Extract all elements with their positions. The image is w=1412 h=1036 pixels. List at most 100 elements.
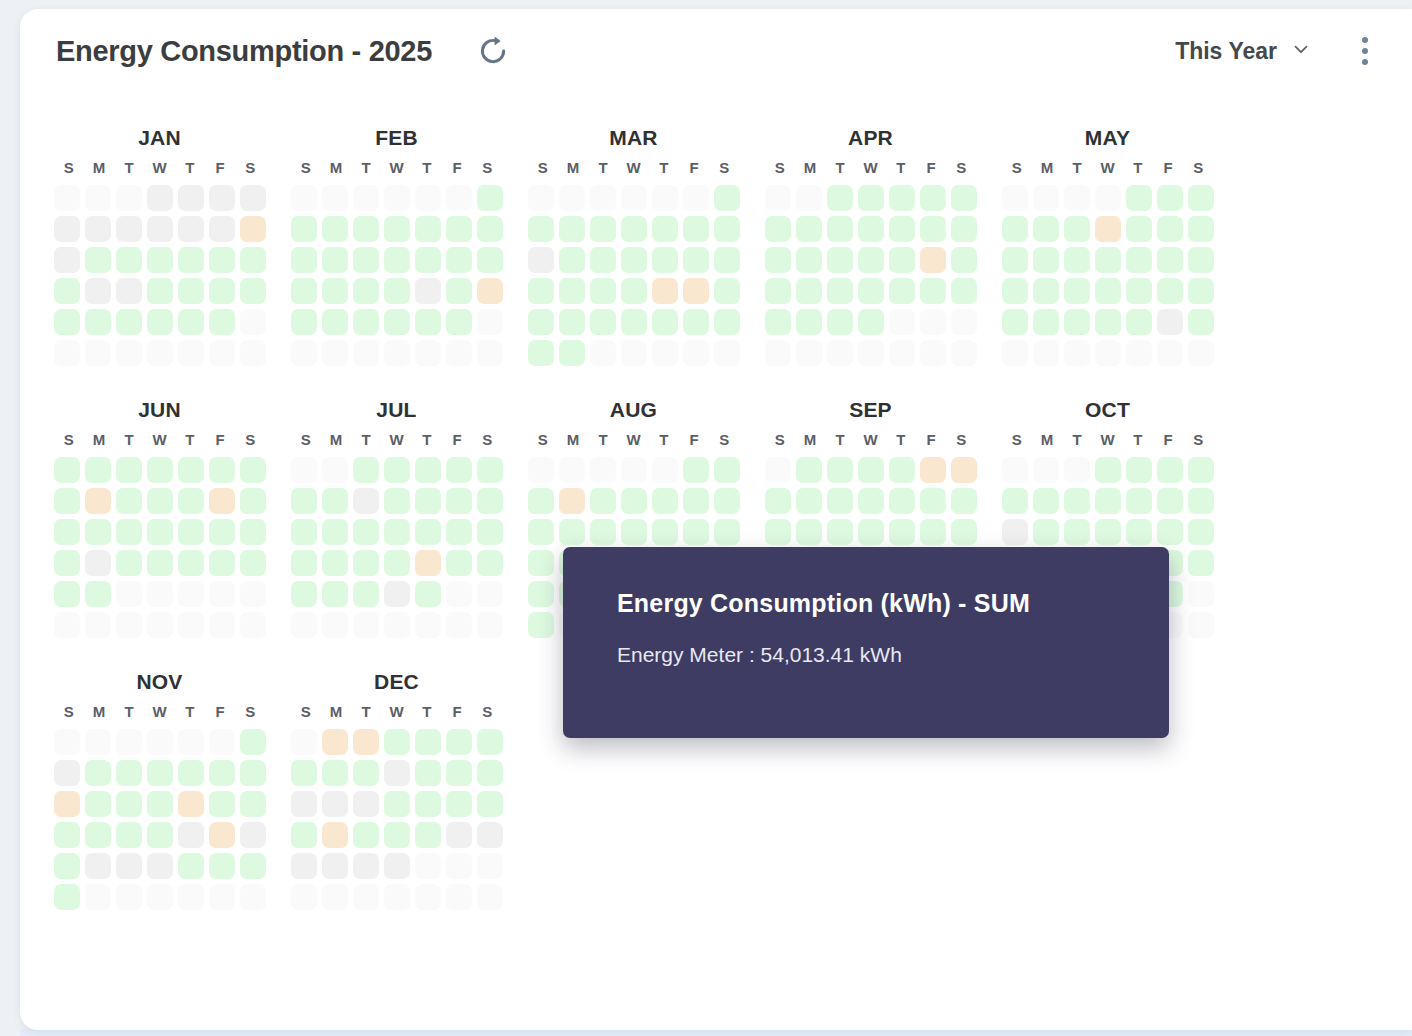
calendar-cell[interactable] xyxy=(920,278,946,304)
calendar-cell[interactable] xyxy=(1002,216,1028,242)
calendar-cell[interactable] xyxy=(1002,185,1028,211)
calendar-cell[interactable] xyxy=(858,216,884,242)
calendar-cell[interactable] xyxy=(353,216,379,242)
calendar-cell[interactable] xyxy=(353,247,379,273)
calendar-cell[interactable] xyxy=(446,457,472,483)
calendar-cell[interactable] xyxy=(477,309,503,335)
calendar-cell[interactable] xyxy=(209,550,235,576)
calendar-cell[interactable] xyxy=(1064,457,1090,483)
calendar-cell[interactable] xyxy=(291,278,317,304)
calendar-cell[interactable] xyxy=(85,729,111,755)
calendar-cell[interactable] xyxy=(116,247,142,273)
calendar-cell[interactable] xyxy=(209,488,235,514)
calendar-cell[interactable] xyxy=(621,185,647,211)
calendar-cell[interactable] xyxy=(1033,488,1059,514)
calendar-cell[interactable] xyxy=(1064,488,1090,514)
calendar-cell[interactable] xyxy=(178,550,204,576)
calendar-cell[interactable] xyxy=(1188,247,1214,273)
calendar-cell[interactable] xyxy=(858,488,884,514)
calendar-cell[interactable] xyxy=(240,822,266,848)
calendar-cell[interactable] xyxy=(147,457,173,483)
calendar-cell[interactable] xyxy=(559,340,585,366)
calendar-cell[interactable] xyxy=(858,247,884,273)
calendar-cell[interactable] xyxy=(1157,247,1183,273)
calendar-cell[interactable] xyxy=(1033,216,1059,242)
calendar-cell[interactable] xyxy=(291,760,317,786)
calendar-cell[interactable] xyxy=(178,822,204,848)
calendar-cell[interactable] xyxy=(209,278,235,304)
calendar-cell[interactable] xyxy=(1033,278,1059,304)
calendar-cell[interactable] xyxy=(147,278,173,304)
calendar-cell[interactable] xyxy=(528,216,554,242)
calendar-cell[interactable] xyxy=(889,278,915,304)
calendar-cell[interactable] xyxy=(384,853,410,879)
calendar-cell[interactable] xyxy=(291,729,317,755)
calendar-cell[interactable] xyxy=(827,309,853,335)
calendar-cell[interactable] xyxy=(920,340,946,366)
calendar-cell[interactable] xyxy=(920,519,946,545)
calendar-cell[interactable] xyxy=(714,309,740,335)
calendar-cell[interactable] xyxy=(827,340,853,366)
calendar-cell[interactable] xyxy=(322,791,348,817)
calendar-cell[interactable] xyxy=(827,519,853,545)
calendar-cell[interactable] xyxy=(54,185,80,211)
calendar-cell[interactable] xyxy=(353,488,379,514)
calendar-cell[interactable] xyxy=(209,884,235,910)
calendar-cell[interactable] xyxy=(384,581,410,607)
calendar-cell[interactable] xyxy=(1188,340,1214,366)
calendar-cell[interactable] xyxy=(477,488,503,514)
calendar-cell[interactable] xyxy=(322,853,348,879)
calendar-cell[interactable] xyxy=(85,488,111,514)
calendar-cell[interactable] xyxy=(446,488,472,514)
calendar-cell[interactable] xyxy=(415,247,441,273)
calendar-cell[interactable] xyxy=(178,612,204,638)
calendar-cell[interactable] xyxy=(353,581,379,607)
calendar-cell[interactable] xyxy=(415,185,441,211)
calendar-cell[interactable] xyxy=(147,488,173,514)
calendar-cell[interactable] xyxy=(415,760,441,786)
calendar-cell[interactable] xyxy=(683,247,709,273)
calendar-cell[interactable] xyxy=(116,550,142,576)
calendar-cell[interactable] xyxy=(353,550,379,576)
calendar-cell[interactable] xyxy=(528,457,554,483)
calendar-cell[interactable] xyxy=(240,309,266,335)
calendar-cell[interactable] xyxy=(446,247,472,273)
calendar-cell[interactable] xyxy=(590,247,616,273)
kebab-menu-icon[interactable] xyxy=(1358,33,1372,69)
calendar-cell[interactable] xyxy=(652,216,678,242)
calendar-cell[interactable] xyxy=(240,612,266,638)
calendar-cell[interactable] xyxy=(291,247,317,273)
calendar-cell[interactable] xyxy=(858,278,884,304)
calendar-cell[interactable] xyxy=(714,340,740,366)
calendar-cell[interactable] xyxy=(54,488,80,514)
calendar-cell[interactable] xyxy=(240,278,266,304)
calendar-cell[interactable] xyxy=(415,853,441,879)
calendar-cell[interactable] xyxy=(827,185,853,211)
calendar-cell[interactable] xyxy=(54,729,80,755)
calendar-cell[interactable] xyxy=(446,822,472,848)
calendar-cell[interactable] xyxy=(528,340,554,366)
calendar-cell[interactable] xyxy=(858,309,884,335)
calendar-cell[interactable] xyxy=(209,760,235,786)
calendar-cell[interactable] xyxy=(1002,278,1028,304)
calendar-cell[interactable] xyxy=(446,853,472,879)
calendar-cell[interactable] xyxy=(415,581,441,607)
calendar-cell[interactable] xyxy=(1157,457,1183,483)
calendar-cell[interactable] xyxy=(415,216,441,242)
calendar-cell[interactable] xyxy=(178,519,204,545)
calendar-cell[interactable] xyxy=(652,457,678,483)
calendar-cell[interactable] xyxy=(384,247,410,273)
calendar-cell[interactable] xyxy=(652,519,678,545)
calendar-cell[interactable] xyxy=(178,457,204,483)
calendar-cell[interactable] xyxy=(1002,247,1028,273)
refresh-icon[interactable] xyxy=(476,34,510,68)
calendar-cell[interactable] xyxy=(446,581,472,607)
calendar-cell[interactable] xyxy=(590,216,616,242)
calendar-cell[interactable] xyxy=(85,853,111,879)
calendar-cell[interactable] xyxy=(858,185,884,211)
calendar-cell[interactable] xyxy=(1064,340,1090,366)
calendar-cell[interactable] xyxy=(322,185,348,211)
calendar-cell[interactable] xyxy=(240,247,266,273)
calendar-cell[interactable] xyxy=(353,278,379,304)
calendar-cell[interactable] xyxy=(714,185,740,211)
